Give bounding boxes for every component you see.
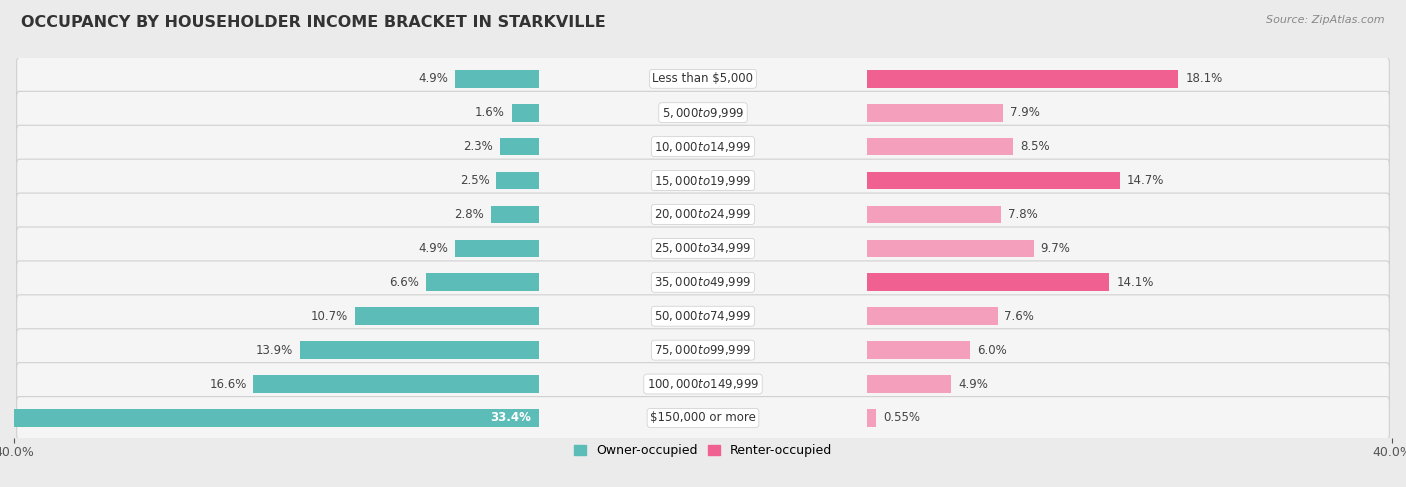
Bar [866,172,1119,189]
Bar [512,104,540,122]
Text: $5,000 to $9,999: $5,000 to $9,999 [662,106,744,120]
Text: $50,000 to $74,999: $50,000 to $74,999 [654,309,752,323]
Text: Less than $5,000: Less than $5,000 [652,72,754,85]
Bar [499,138,540,155]
Bar [299,341,540,359]
Text: 13.9%: 13.9% [256,344,292,356]
Text: 4.9%: 4.9% [418,72,449,85]
Text: 4.9%: 4.9% [957,377,988,391]
Bar [866,307,997,325]
Text: 4.9%: 4.9% [418,242,449,255]
FancyBboxPatch shape [17,363,1389,405]
FancyBboxPatch shape [17,92,1389,134]
Text: 8.5%: 8.5% [1019,140,1049,153]
Bar [866,206,1001,223]
FancyBboxPatch shape [17,261,1389,304]
Text: OCCUPANCY BY HOUSEHOLDER INCOME BRACKET IN STARKVILLE: OCCUPANCY BY HOUSEHOLDER INCOME BRACKET … [21,15,606,30]
Bar [356,307,540,325]
Text: $150,000 or more: $150,000 or more [650,412,756,425]
FancyBboxPatch shape [17,227,1389,270]
Text: 7.6%: 7.6% [1004,310,1035,323]
FancyBboxPatch shape [17,396,1389,439]
Bar [456,240,540,257]
Text: 6.0%: 6.0% [977,344,1007,356]
Text: $100,000 to $149,999: $100,000 to $149,999 [647,377,759,391]
Text: 10.7%: 10.7% [311,310,349,323]
Bar [866,138,1012,155]
Text: 16.6%: 16.6% [209,377,246,391]
Legend: Owner-occupied, Renter-occupied: Owner-occupied, Renter-occupied [568,439,838,463]
FancyBboxPatch shape [17,159,1389,202]
Text: 14.7%: 14.7% [1126,174,1164,187]
Text: 6.6%: 6.6% [389,276,419,289]
Text: 18.1%: 18.1% [1185,72,1222,85]
FancyBboxPatch shape [17,193,1389,236]
Text: $35,000 to $49,999: $35,000 to $49,999 [654,275,752,289]
Text: Source: ZipAtlas.com: Source: ZipAtlas.com [1267,15,1385,25]
Text: 14.1%: 14.1% [1116,276,1154,289]
Bar [866,341,970,359]
Bar [496,172,540,189]
Text: 2.5%: 2.5% [460,174,489,187]
Text: 1.6%: 1.6% [475,106,505,119]
Text: $75,000 to $99,999: $75,000 to $99,999 [654,343,752,357]
Text: 2.8%: 2.8% [454,208,484,221]
FancyBboxPatch shape [17,329,1389,372]
Text: 9.7%: 9.7% [1040,242,1070,255]
Text: $20,000 to $24,999: $20,000 to $24,999 [654,207,752,222]
FancyBboxPatch shape [17,295,1389,337]
Text: 2.3%: 2.3% [463,140,494,153]
Bar [491,206,540,223]
Text: $25,000 to $34,999: $25,000 to $34,999 [654,242,752,255]
Text: 7.8%: 7.8% [1008,208,1038,221]
Text: 33.4%: 33.4% [489,412,531,425]
Bar [426,274,540,291]
Text: 0.55%: 0.55% [883,412,920,425]
Text: $10,000 to $14,999: $10,000 to $14,999 [654,140,752,153]
Bar [456,70,540,88]
FancyBboxPatch shape [17,57,1389,100]
Bar [253,375,540,393]
Text: 7.9%: 7.9% [1010,106,1039,119]
FancyBboxPatch shape [17,125,1389,168]
Bar [866,409,876,427]
Bar [866,240,1033,257]
Text: $15,000 to $19,999: $15,000 to $19,999 [654,173,752,187]
Bar [0,409,540,427]
Bar [866,70,1178,88]
Bar [866,104,1002,122]
Bar [866,375,950,393]
Bar [866,274,1109,291]
